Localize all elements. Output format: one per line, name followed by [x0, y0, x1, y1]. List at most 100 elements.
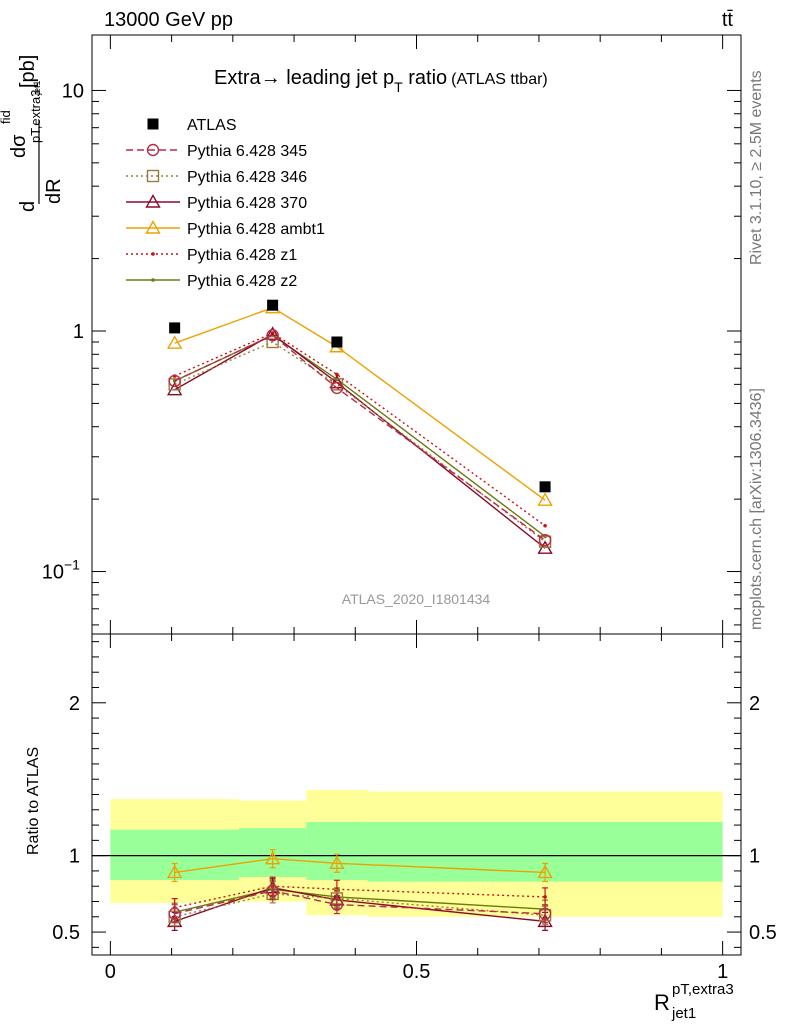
ratio-data-point	[537, 864, 553, 879]
series-line	[174, 334, 546, 537]
legend-label: Pythia 6.428 z1	[187, 247, 297, 264]
ratio-y-tick-label-right: 2	[749, 693, 760, 715]
ratio-data-point	[266, 884, 279, 897]
legend: ATLAS Pythia 6.428 345 Pythia 6.428 346 Pyt…	[126, 117, 325, 290]
x-tick-label: 0	[105, 961, 116, 983]
legend-label: Pythia 6.428 346	[187, 169, 307, 186]
data-point	[166, 335, 183, 349]
main-y-tick-label: 10	[62, 80, 84, 102]
ratio-y-tick-label: 2	[69, 693, 80, 715]
ylabel-d: d	[17, 201, 39, 212]
ratio-y-tick-label: 1	[69, 846, 80, 868]
ratio-series-pythia-6-428-ambt1	[166, 849, 553, 883]
ratio-data-point	[329, 855, 345, 869]
ratio-data-point	[543, 895, 547, 899]
plot-title: Extra→ leading jet pT ratio (ATLAS ttbar)	[214, 67, 548, 95]
ratio-series-line	[174, 887, 546, 923]
series-pythia-6-428-z1	[172, 331, 547, 528]
series-line	[174, 306, 546, 501]
ylabel-sub2: jet1	[32, 80, 42, 96]
ratio-series-pythia-6-428-345	[168, 881, 552, 924]
x-tick-label: 1	[717, 961, 728, 983]
ratio-series-layer	[166, 849, 553, 931]
ratio-series-line	[174, 888, 546, 913]
ratio-y-tick-label: 0.5	[52, 922, 80, 944]
legend-entry: ATLAS	[147, 117, 237, 134]
xlabel-sub: jet1	[671, 1005, 696, 1022]
main-y-axis-label: d dσ fid pT,extra3 jet1 [pb] dR	[0, 55, 65, 212]
side-label-top: Rivet 3.1.10, ≥ 2.5M events	[748, 70, 765, 265]
ratio-data-point	[168, 907, 181, 920]
series-line	[174, 341, 546, 543]
legend-marker	[145, 194, 161, 208]
legend-entry: Pythia 6.428 345	[126, 143, 307, 160]
data-point	[330, 381, 344, 395]
ylabel-unit: [pb]	[17, 55, 39, 88]
ratio-data-point	[264, 850, 281, 865]
data-point	[543, 523, 547, 528]
series-pythia-6-428-345	[168, 329, 552, 547]
legend-marker	[151, 278, 155, 282]
legend-label: Pythia 6.428 370	[187, 195, 307, 212]
data-point	[166, 381, 183, 396]
xlabel-R: R	[654, 990, 670, 1015]
data-point	[331, 336, 343, 348]
main-y-tick-exponent: −1	[64, 557, 80, 573]
series-pythia-6-428-346	[168, 335, 552, 548]
plot-title-sub: T	[394, 79, 403, 95]
series-line	[174, 333, 546, 549]
main-series-layer	[166, 299, 553, 554]
x-tick-label: 0.5	[403, 961, 431, 983]
legend-label: Pythia 6.428 345	[187, 143, 307, 160]
data-point	[330, 378, 344, 391]
ratio-y-tick-label-right: 1	[749, 846, 760, 868]
legend-marker	[146, 169, 160, 183]
legend-entry: Pythia 6.428 370	[126, 194, 307, 212]
plot-title-note: (ATLAS ttbar)	[451, 71, 548, 88]
series-pythia-6-428-ambt1	[166, 299, 553, 506]
ratio-uncertainty-bands	[110, 789, 723, 917]
legend-marker	[146, 143, 160, 157]
data-point	[266, 329, 279, 342]
x-axis-label: R pT,extra3 jet1	[654, 981, 734, 1022]
legend-entry: Pythia 6.428 ambt1	[126, 220, 325, 238]
plot-title-mid: leading jet p	[281, 67, 394, 89]
ratio-data-point	[538, 907, 552, 920]
ylabel-sigma: dσ	[8, 134, 30, 158]
legend-entry: Pythia 6.428 346	[126, 169, 307, 186]
plot-title-main: Extra	[214, 67, 262, 89]
legend-entry: Pythia 6.428 z1	[126, 247, 297, 264]
legend-label: Pythia 6.428 z2	[187, 273, 297, 290]
data-point	[538, 533, 552, 547]
ylabel-dR: dR	[43, 178, 65, 204]
legend-label: ATLAS	[187, 117, 237, 134]
ratio-data-point	[330, 898, 344, 911]
legend-marker	[145, 220, 161, 234]
series-atlas	[169, 299, 551, 493]
ylabel-sub1: pT,extra3	[28, 90, 43, 143]
ylabel-fid: fid	[0, 110, 13, 124]
header-left: 13000 GeV pp	[104, 9, 233, 31]
data-point	[537, 492, 553, 506]
main-y-tick-label: 1	[73, 321, 84, 343]
side-label-bottom: mcplots.cern.ch [arXiv:1306.3436]	[748, 388, 765, 630]
data-point	[266, 335, 279, 349]
data-point	[264, 326, 281, 340]
legend-label: Pythia 6.428 ambt1	[187, 221, 325, 238]
xlabel-sup: pT,extra3	[672, 981, 734, 998]
series-pythia-6-428-370	[166, 326, 553, 554]
data-point	[168, 378, 181, 391]
plot-title-arrow: →	[261, 67, 281, 89]
series-line	[174, 334, 546, 541]
ratio-series-line	[174, 890, 546, 915]
ratio-axis-ticks: 0.5 0.5 1 1 2 2 0 0.5 1	[52, 634, 777, 983]
plot-title-tail: ratio	[403, 67, 447, 89]
data-point	[539, 481, 551, 493]
header-right: tt̄	[722, 9, 734, 31]
legend-entry: Pythia 6.428 z2	[126, 273, 297, 290]
main-y-tick-label: 10	[42, 562, 64, 584]
data-point	[267, 299, 279, 311]
data-point	[169, 322, 181, 334]
